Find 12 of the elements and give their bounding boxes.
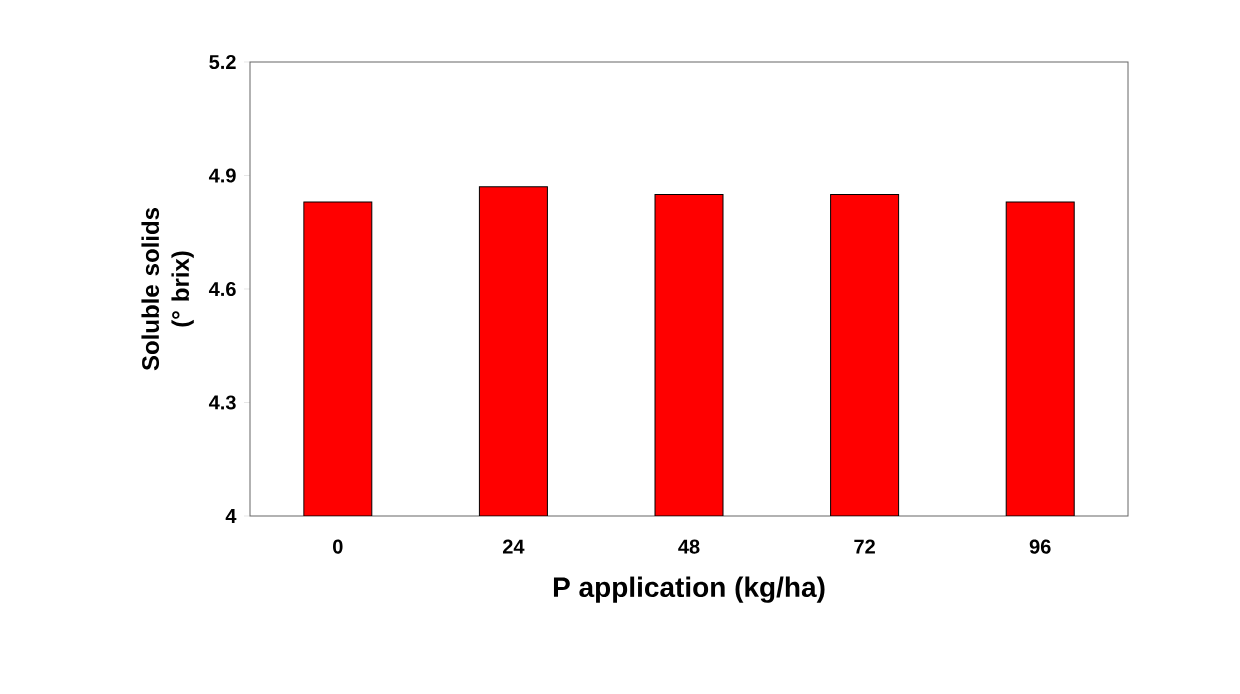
y-tick-label: 4.9 [208,168,236,183]
y-tick-label: 4.6 [208,281,236,297]
y-tick-label: 4.3 [208,395,236,410]
y-tick-label: 4 [225,509,237,523]
x-tick-label: 48 [678,539,700,554]
y-axis-title: Soluble solids (° brix) [141,207,194,371]
x-axis-title: P application (kg/ha) [553,576,825,603]
x-tick-label: 0 [333,539,343,554]
x-tick-label: 24 [502,539,525,554]
x-tick-label: 96 [1029,539,1051,554]
x-tick-label: 72 [854,539,875,554]
y-tick-label: 5.2 [209,54,236,70]
